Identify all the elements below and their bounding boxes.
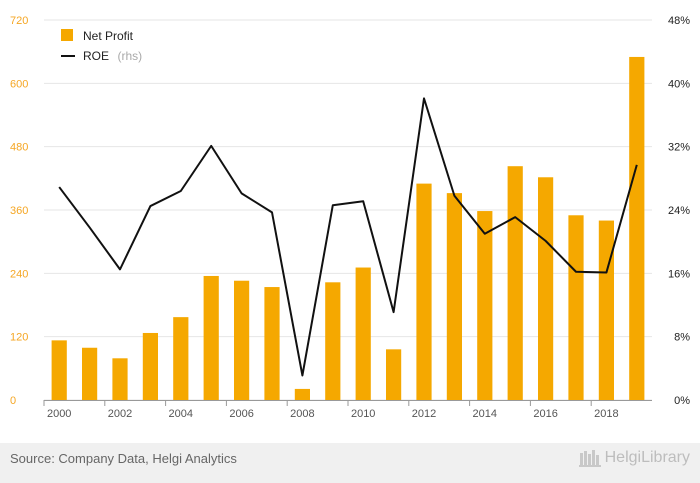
- legend-label-net-profit: Net Profit: [83, 29, 134, 43]
- roe-series-line: [58, 97, 638, 377]
- roe-line: [58, 97, 638, 377]
- bar-net-profit: [416, 183, 432, 400]
- bar-net-profit: [507, 166, 523, 400]
- y-right-tick-label: 16%: [668, 268, 690, 280]
- chart: 0 0% 120 8% 240 16% 360 24% 480 32% 600 40% 720 48% 20…: [10, 15, 690, 420]
- bar-net-profit: [568, 215, 584, 400]
- x-tick-label: 2008: [290, 408, 314, 420]
- y-left-tick-label: 360: [10, 205, 28, 217]
- y-left-tick-label: 240: [10, 268, 28, 280]
- y-left-tick-label: 120: [10, 332, 28, 344]
- y-right-tick-label: 40%: [668, 78, 690, 90]
- bar-net-profit: [51, 340, 67, 400]
- bar-net-profit: [477, 211, 493, 400]
- axes: 0 0% 120 8% 240 16% 360 24% 480 32% 600 40% 720 48% 20…: [10, 15, 690, 420]
- bar-net-profit: [325, 282, 341, 400]
- legend-label-roe: ROE (rhs): [83, 47, 142, 64]
- x-tick-label: 2000: [47, 408, 71, 420]
- x-tick-label: 2018: [594, 408, 618, 420]
- y-left-tick-label: 600: [10, 78, 28, 90]
- legend-swatch-net-profit: [61, 29, 73, 41]
- x-tick-label: 2004: [169, 408, 193, 420]
- x-tick-label: 2012: [412, 408, 436, 420]
- bar-net-profit: [629, 56, 645, 400]
- y-left-tick-label: 720: [10, 15, 28, 27]
- y-right-tick-label: 24%: [668, 205, 690, 217]
- grid: [44, 19, 652, 401]
- bar-net-profit: [355, 267, 371, 400]
- bar-net-profit: [386, 349, 402, 400]
- footer-bar: [0, 443, 700, 483]
- bar-net-profit: [173, 317, 189, 400]
- bar-net-profit: [203, 275, 219, 400]
- bar-net-profit: [538, 177, 554, 400]
- source-text: Source: Company Data, Helgi Analytics: [10, 451, 237, 466]
- net-profit-bars: [51, 56, 645, 400]
- bar-net-profit: [294, 388, 310, 400]
- x-tick-label: 2010: [351, 408, 375, 420]
- bar-net-profit: [112, 358, 128, 400]
- legend: Net Profit ROE (rhs): [61, 29, 142, 64]
- bar-net-profit: [446, 193, 462, 400]
- bar-net-profit: [142, 332, 158, 400]
- y-right-tick-label: 0%: [674, 395, 690, 407]
- bar-net-profit: [598, 220, 614, 400]
- logo-text: HelgiLibrary: [604, 449, 690, 466]
- y-right-tick-label: 32%: [668, 142, 690, 154]
- y-left-tick-label: 0: [10, 395, 16, 407]
- library-icon: [578, 450, 601, 467]
- helgi-library-logo[interactable]: HelgiLibrary: [578, 449, 690, 467]
- y-right-tick-label: 8%: [674, 332, 690, 344]
- x-tick-label: 2014: [473, 408, 497, 420]
- bar-net-profit: [234, 280, 250, 400]
- y-left-tick-label: 480: [10, 142, 28, 154]
- bar-net-profit: [82, 347, 98, 400]
- y-right-tick-label: 48%: [668, 15, 690, 27]
- x-tick-label: 2006: [229, 408, 253, 420]
- x-tick-label: 2016: [533, 408, 557, 420]
- x-tick-label: 2002: [108, 408, 132, 420]
- bar-net-profit: [264, 287, 280, 400]
